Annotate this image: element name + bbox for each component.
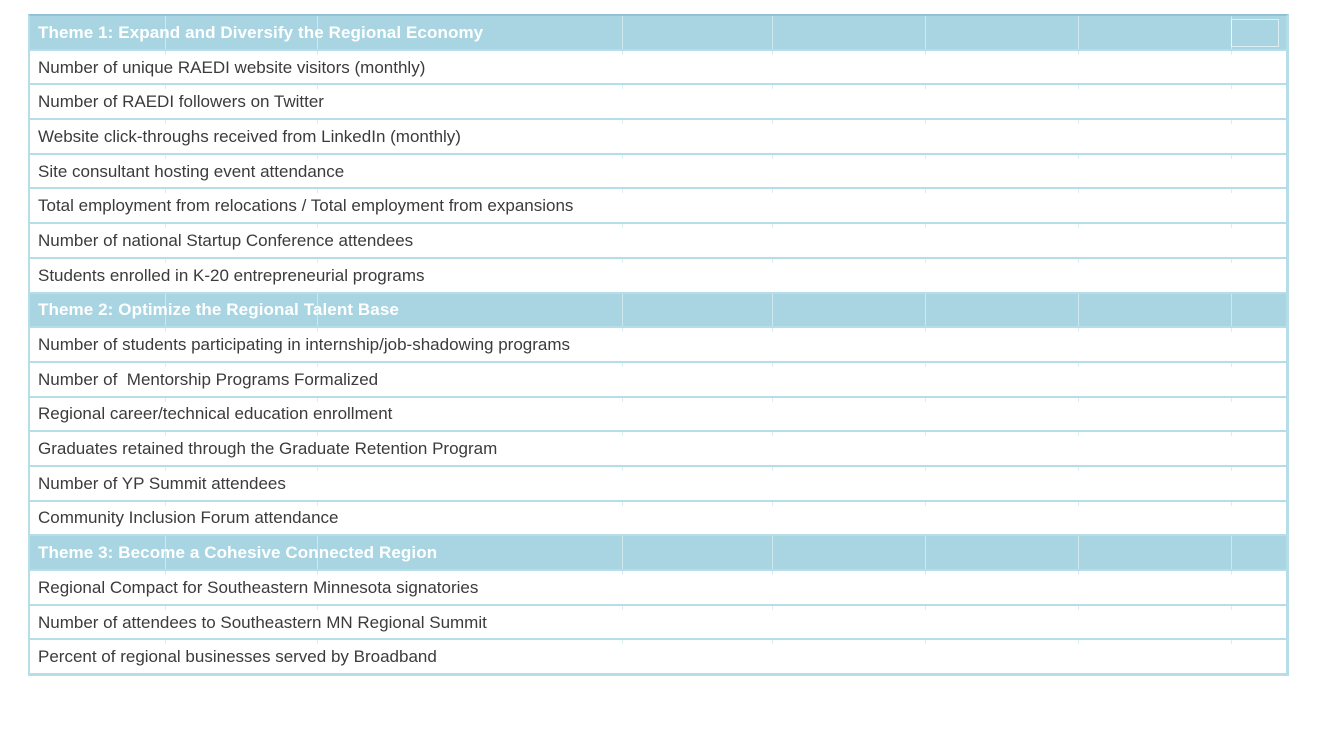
theme3-header-row[interactable]: Theme 3: Become a Cohesive Connected Reg… (30, 536, 1286, 571)
table-row-employment-relocations-expansions[interactable]: Total employment from relocations / Tota… (30, 189, 1286, 225)
table-row-startup-conference-attendees[interactable]: Number of national Startup Conference at… (30, 224, 1286, 259)
table-row-semn-regional-summit-attendees[interactable]: Number of attendees to Southeastern MN R… (30, 605, 1286, 641)
theme1-header-label: Theme 1: Expand and Diversify the Region… (38, 22, 484, 42)
row-label: Number of attendees to Southeastern MN R… (38, 612, 487, 632)
row-label: Regional career/technical education enro… (38, 404, 393, 424)
theme1-header-row[interactable]: Theme 1: Expand and Diversify the Region… (30, 16, 1286, 51)
table-row-site-consultant-event[interactable]: Site consultant hosting event attendance (30, 154, 1286, 190)
row-label: Number of students participating in inte… (38, 335, 571, 355)
row-label: Community Inclusion Forum attendance (38, 508, 339, 528)
row-label: Number of unique RAEDI website visitors … (38, 57, 426, 77)
cell-selection-outline (1231, 19, 1279, 47)
row-label: Percent of regional businesses served by… (38, 647, 437, 667)
theme3-header-label: Theme 3: Become a Cohesive Connected Reg… (38, 543, 438, 563)
table-row-linkedin-clickthroughs[interactable]: Website click-throughs received from Lin… (30, 120, 1286, 155)
row-label: Website click-throughs received from Lin… (38, 126, 461, 146)
table-row-regional-compact-signatories[interactable]: Regional Compact for Southeastern Minnes… (30, 571, 1286, 606)
row-label: Number of RAEDI followers on Twitter (38, 92, 324, 112)
table-row-graduate-retention[interactable]: Graduates retained through the Graduate … (30, 432, 1286, 467)
theme2-header-label: Theme 2: Optimize the Regional Talent Ba… (38, 300, 399, 320)
table-row-raedi-website-visitors[interactable]: Number of unique RAEDI website visitors … (30, 50, 1286, 86)
table-row-mentorship-programs[interactable]: Number of Mentorship Programs Formalized (30, 362, 1286, 398)
table-row-career-technical-enrollment[interactable]: Regional career/technical education enro… (30, 397, 1286, 433)
row-label: Students enrolled in K-20 entrepreneuria… (38, 265, 425, 285)
table-row-yp-summit-attendees[interactable]: Number of YP Summit attendees (30, 466, 1286, 502)
row-label: Number of national Startup Conference at… (38, 230, 414, 250)
table-row-broadband-served[interactable]: Percent of regional businesses served by… (30, 640, 1286, 674)
theme2-header-row[interactable]: Theme 2: Optimize the Regional Talent Ba… (30, 293, 1286, 329)
table-row-k20-entrepreneurial-programs[interactable]: Students enrolled in K-20 entrepreneuria… (30, 258, 1286, 294)
row-label: Total employment from relocations / Tota… (38, 196, 574, 216)
table-row-internship-job-shadowing[interactable]: Number of students participating in inte… (30, 328, 1286, 363)
row-label: Number of YP Summit attendees (38, 473, 286, 493)
row-label: Regional Compact for Southeastern Minnes… (38, 577, 479, 597)
row-label: Site consultant hosting event attendance (38, 161, 345, 181)
table-row-twitter-followers[interactable]: Number of RAEDI followers on Twitter (30, 85, 1286, 121)
row-label: Number of Mentorship Programs Formalized (38, 369, 379, 389)
metrics-table: Theme 1: Expand and Diversify the Region… (28, 14, 1289, 676)
row-label: Graduates retained through the Graduate … (38, 439, 498, 459)
table-row-community-inclusion-forum[interactable]: Community Inclusion Forum attendance (30, 501, 1286, 537)
